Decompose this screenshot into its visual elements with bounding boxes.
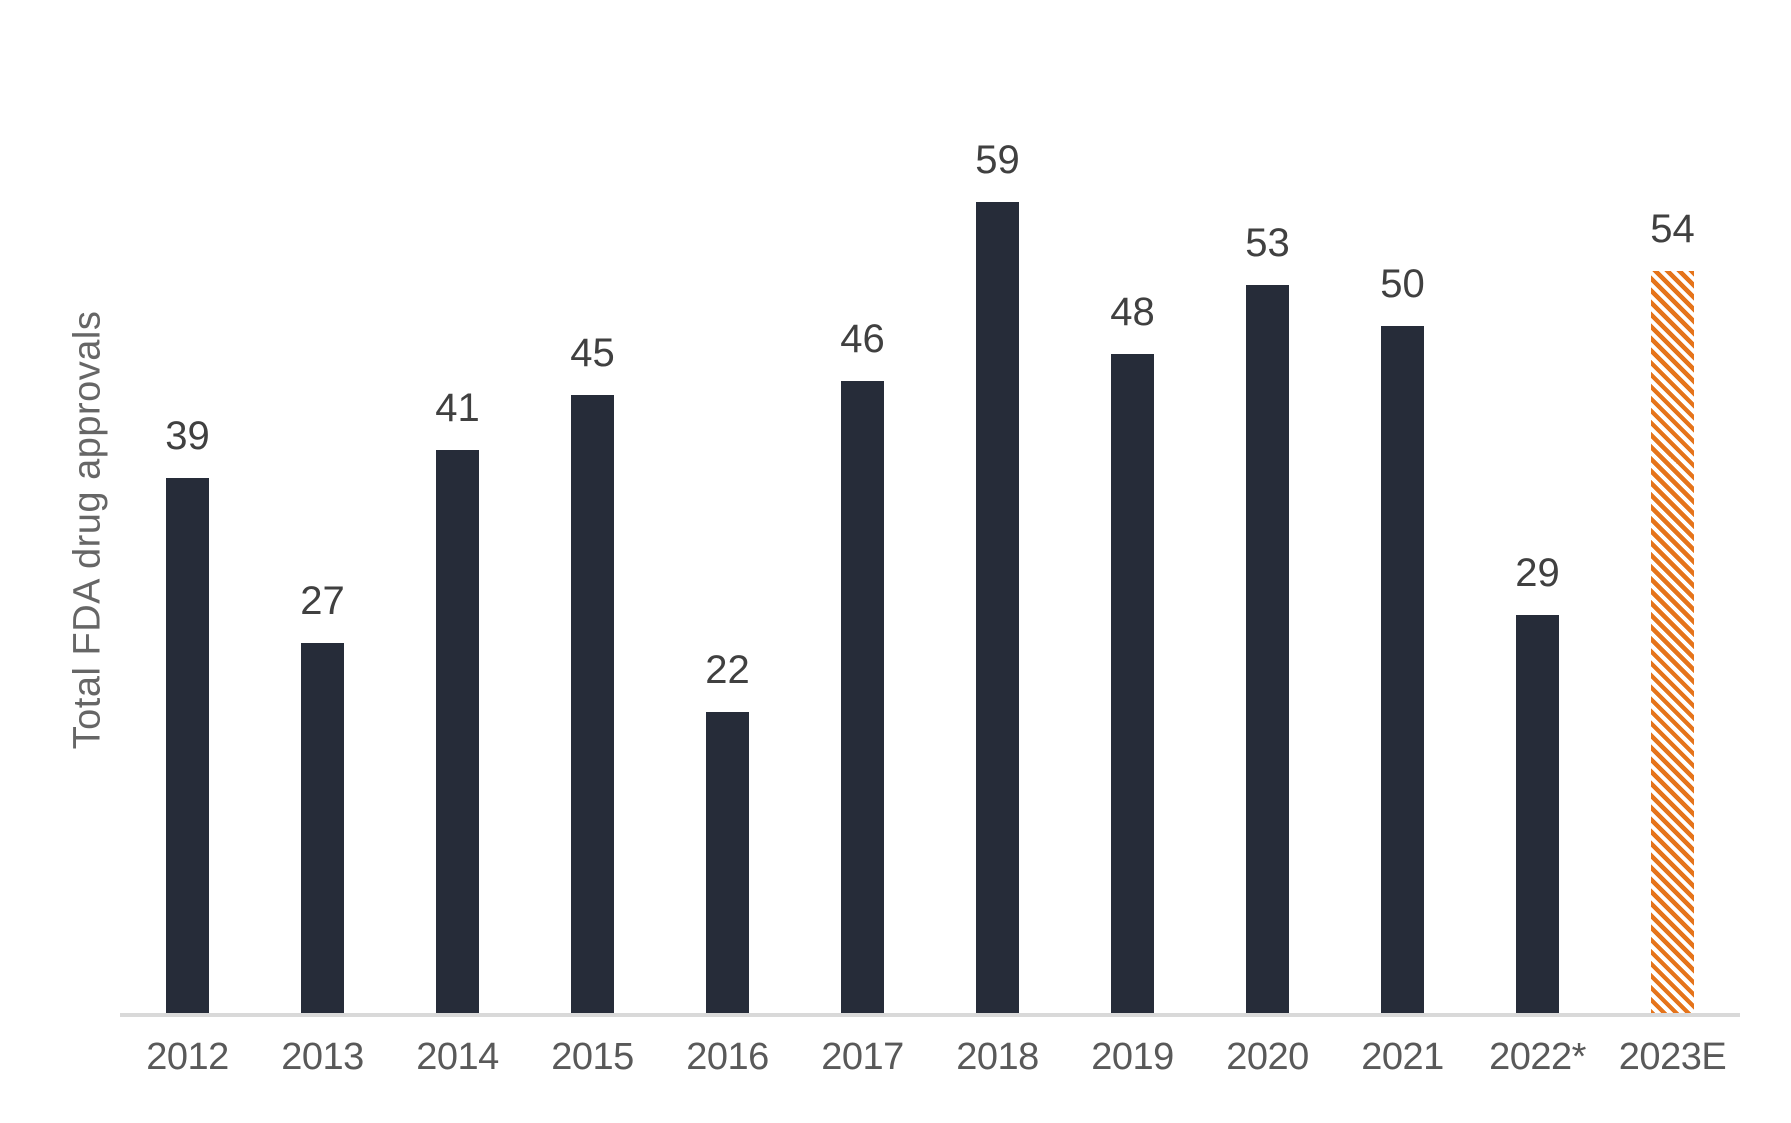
bar-column-2020: 53 (1200, 0, 1335, 1015)
x-tick-label-2023E: 2023E (1618, 1036, 1727, 1078)
x-tick-label-2019: 2019 (1091, 1036, 1174, 1078)
bar-2014 (436, 450, 479, 1015)
x-tick-label-2013: 2013 (281, 1036, 364, 1078)
bar-value-label: 39 (165, 414, 210, 458)
estimated-bar-2023E (1651, 271, 1694, 1015)
bar-value-label: 41 (435, 386, 480, 430)
bar-column-2016: 22 (660, 0, 795, 1015)
bar-2019 (1111, 354, 1154, 1015)
bar-column-2015: 45 (525, 0, 660, 1015)
bar-2016 (706, 712, 749, 1015)
bar-2022 (1516, 615, 1559, 1015)
x-tick-label-2015: 2015 (551, 1036, 634, 1078)
y-axis-title: Total FDA drug approvals (66, 310, 109, 750)
bar-value-label: 27 (300, 579, 345, 623)
bar-2020 (1246, 285, 1289, 1015)
bar-column-2018: 59 (930, 0, 1065, 1015)
bar-2017 (841, 381, 884, 1015)
x-axis-tick-labels: 2012 2013 2014 2015 2016 2017 2018 2019 2020 2021… (120, 1036, 1740, 1079)
bar-value-label: 50 (1380, 262, 1425, 306)
bar-value-label: 59 (975, 138, 1020, 182)
x-tick-label-2022: 2022* (1489, 1036, 1586, 1078)
bar-2013 (301, 643, 344, 1015)
bar-value-label: 45 (570, 331, 615, 375)
bar-column-2012: 39 (120, 0, 255, 1015)
bar-2015 (571, 395, 614, 1015)
x-tick-label-2018: 2018 (956, 1036, 1039, 1078)
x-tick-label-2012: 2012 (146, 1036, 229, 1078)
plot-area: 39 27 41 45 22 46 59 48 53 50 29 54 (120, 0, 1740, 1015)
bar-2012 (166, 478, 209, 1015)
bar-column-2014: 41 (390, 0, 525, 1015)
x-axis-line (120, 1013, 1740, 1017)
bar-column-2019: 48 (1065, 0, 1200, 1015)
bar-value-label: 48 (1110, 290, 1155, 334)
bar-column-2021: 50 (1335, 0, 1470, 1015)
bar-value-label: 22 (705, 648, 750, 692)
bar-value-label: 46 (840, 317, 885, 361)
bar-value-label: 53 (1245, 221, 1290, 265)
x-tick-label-2016: 2016 (686, 1036, 769, 1078)
bar-column-2023E: 54 (1605, 0, 1740, 1015)
x-tick-label-2014: 2014 (416, 1036, 499, 1078)
bar-value-label: 54 (1650, 207, 1695, 251)
bar-column-2022: 29 (1470, 0, 1605, 1015)
bar-2018 (976, 202, 1019, 1015)
x-tick-label-2021: 2021 (1361, 1036, 1444, 1078)
x-tick-label-2017: 2017 (821, 1036, 904, 1078)
bar-column-2017: 46 (795, 0, 930, 1015)
bar-value-label: 29 (1515, 551, 1560, 595)
bar-2021 (1381, 326, 1424, 1015)
bar-column-2013: 27 (255, 0, 390, 1015)
x-tick-label-2020: 2020 (1226, 1036, 1309, 1078)
